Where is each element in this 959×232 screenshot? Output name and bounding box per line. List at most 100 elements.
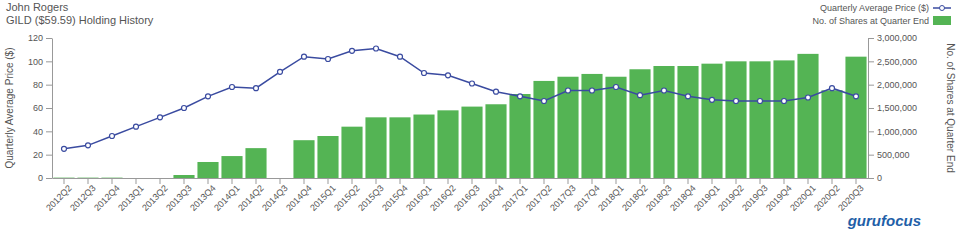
x-axis-tick-mark [328, 178, 329, 184]
x-axis-tick-mark [592, 178, 593, 184]
line-marker [62, 146, 67, 151]
line-marker [206, 94, 211, 99]
line-marker [446, 73, 451, 78]
y-axis-tick: 120 [28, 33, 52, 43]
bar [557, 77, 578, 178]
y-axis-tick-label: 0 [38, 173, 43, 183]
y2-axis-tick-mark [868, 155, 874, 156]
line-marker [518, 94, 523, 99]
bar [53, 177, 74, 178]
line [64, 49, 856, 149]
subtitle: GILD ($59.59) Holding History [6, 14, 154, 26]
x-axis-tick-mark [520, 178, 521, 184]
x-axis-tick-mark [496, 178, 497, 184]
x-axis-tick-mark [448, 178, 449, 184]
x-axis-tick-mark [64, 178, 65, 184]
line-marker [158, 115, 163, 120]
y2-axis-tick-mark [868, 61, 874, 62]
bar [845, 57, 866, 178]
line-marker [422, 71, 427, 76]
bar [653, 66, 674, 178]
line-marker [254, 86, 259, 91]
x-axis-tick-mark [112, 178, 113, 184]
line-marker [134, 124, 139, 129]
legend-swatch-marker [940, 6, 945, 11]
y-axis-tick: 0 [38, 173, 52, 183]
line-marker [590, 88, 595, 93]
x-axis-tick-mark [304, 178, 305, 184]
x-axis-tick-mark [400, 178, 401, 184]
y2-axis-tick: 1,000,000 [868, 127, 917, 137]
bar [701, 64, 722, 178]
x-axis: 2012Q22012Q32012Q42013Q12013Q22013Q32013… [44, 178, 869, 213]
bar [413, 115, 434, 178]
bar [533, 81, 554, 178]
line-marker [470, 81, 475, 86]
line-marker [350, 48, 355, 53]
x-axis-tick-mark [544, 178, 545, 184]
bar [629, 69, 650, 178]
x-axis-tick-mark [376, 178, 377, 184]
bar [749, 61, 770, 178]
bar [485, 104, 506, 178]
y-axis-tick-mark [46, 178, 52, 179]
line-marker [710, 97, 715, 102]
x-axis-line [53, 178, 869, 179]
y-axis-tick-mark [46, 85, 52, 86]
bar [821, 90, 842, 178]
line-marker [830, 86, 835, 91]
y2-axis-tick-label: 2,500,000 [877, 57, 917, 67]
y2-axis-tick-mark [868, 178, 874, 179]
x-axis-tick-mark [664, 178, 665, 184]
y-axis-line [52, 39, 53, 179]
y2-axis-tick-label: 1,500,000 [877, 103, 917, 113]
y-axis-tick-mark [46, 108, 52, 109]
bar [437, 110, 458, 178]
x-axis-tick: 2020Q3 [836, 178, 866, 213]
plot: 0204060801001200500,0001,000,0001,500,00… [28, 33, 917, 213]
bar [365, 117, 386, 178]
line-marker [806, 95, 811, 100]
x-axis-tick-mark [568, 178, 569, 184]
y2-axis-tick-label: 2,000,000 [877, 80, 917, 90]
x-axis-tick-mark [184, 178, 185, 184]
y-axis-tick-label: 40 [33, 127, 43, 137]
y2-axis-tick-label: 0 [877, 173, 882, 183]
line-marker [110, 134, 115, 139]
x-axis-tick-mark [688, 178, 689, 184]
x-axis-tick-mark [760, 178, 761, 184]
bar [221, 156, 242, 178]
line-marker [494, 89, 499, 94]
y-axis-tick: 60 [33, 103, 52, 113]
bar [725, 61, 746, 178]
y2-axis-tick-label: 500,000 [877, 150, 910, 160]
y-axis: 020406080100120 [28, 33, 53, 183]
y-axis-tick: 40 [33, 127, 52, 137]
line-marker [398, 54, 403, 59]
x-axis-tick-mark [736, 178, 737, 184]
x-axis-tick-mark [808, 178, 809, 184]
line-marker [86, 143, 91, 148]
y2-axis-tick: 2,500,000 [868, 57, 917, 67]
marks [53, 46, 866, 178]
line-marker [374, 46, 379, 51]
x-axis-tick-label: 2020Q3 [836, 183, 866, 213]
y2-axis-tick: 1,500,000 [868, 103, 917, 113]
bar [101, 177, 122, 178]
bar [509, 94, 530, 178]
line-marker [638, 93, 643, 98]
bar [773, 60, 794, 178]
annotation: gurufocus [847, 212, 921, 229]
y-axis-tick: 20 [33, 150, 52, 160]
x-axis-tick-mark [640, 178, 641, 184]
y2-axis-tick-label: 3,000,000 [877, 33, 917, 43]
x-axis-tick-mark [712, 178, 713, 184]
bar [149, 178, 170, 179]
y-axis-tick-mark [46, 38, 52, 39]
legend: Quarterly Average Price ($)No. of Shares… [812, 3, 951, 26]
bar [389, 117, 410, 178]
y2-axis-tick-mark [868, 131, 874, 132]
line-marker [302, 54, 307, 59]
x-axis-tick-mark [784, 178, 785, 184]
bar [605, 77, 626, 178]
